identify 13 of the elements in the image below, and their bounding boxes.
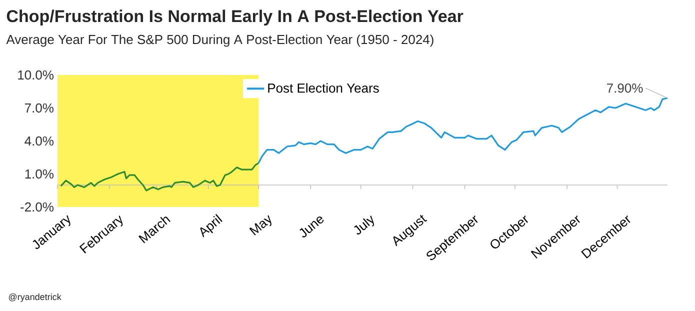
- x-tick-label: July: [354, 215, 374, 234]
- y-tick-label: -2.0%: [20, 202, 54, 212]
- x-tick-label: May: [249, 215, 272, 236]
- y-tick-label: 10.0%: [18, 70, 54, 80]
- text: @ryandetrick: [8, 293, 62, 302]
- y-tick-label: 1.0%: [25, 169, 54, 179]
- legend-label: Post Election Years: [268, 83, 379, 93]
- y-tick-label: 4.0%: [24, 136, 54, 146]
- y-tick-label: 7.0%: [25, 103, 54, 113]
- chart-subtitle: Average Year For The S&P 500 During A Post-Election Year (1950 - 2024): [6, 34, 434, 47]
- x-tick-label: June: [300, 216, 324, 238]
- annotation: 7.90%: [607, 83, 643, 93]
- chart-title: Chop/Frustration Is Normal Early In A Post-Election Year: [6, 10, 464, 26]
